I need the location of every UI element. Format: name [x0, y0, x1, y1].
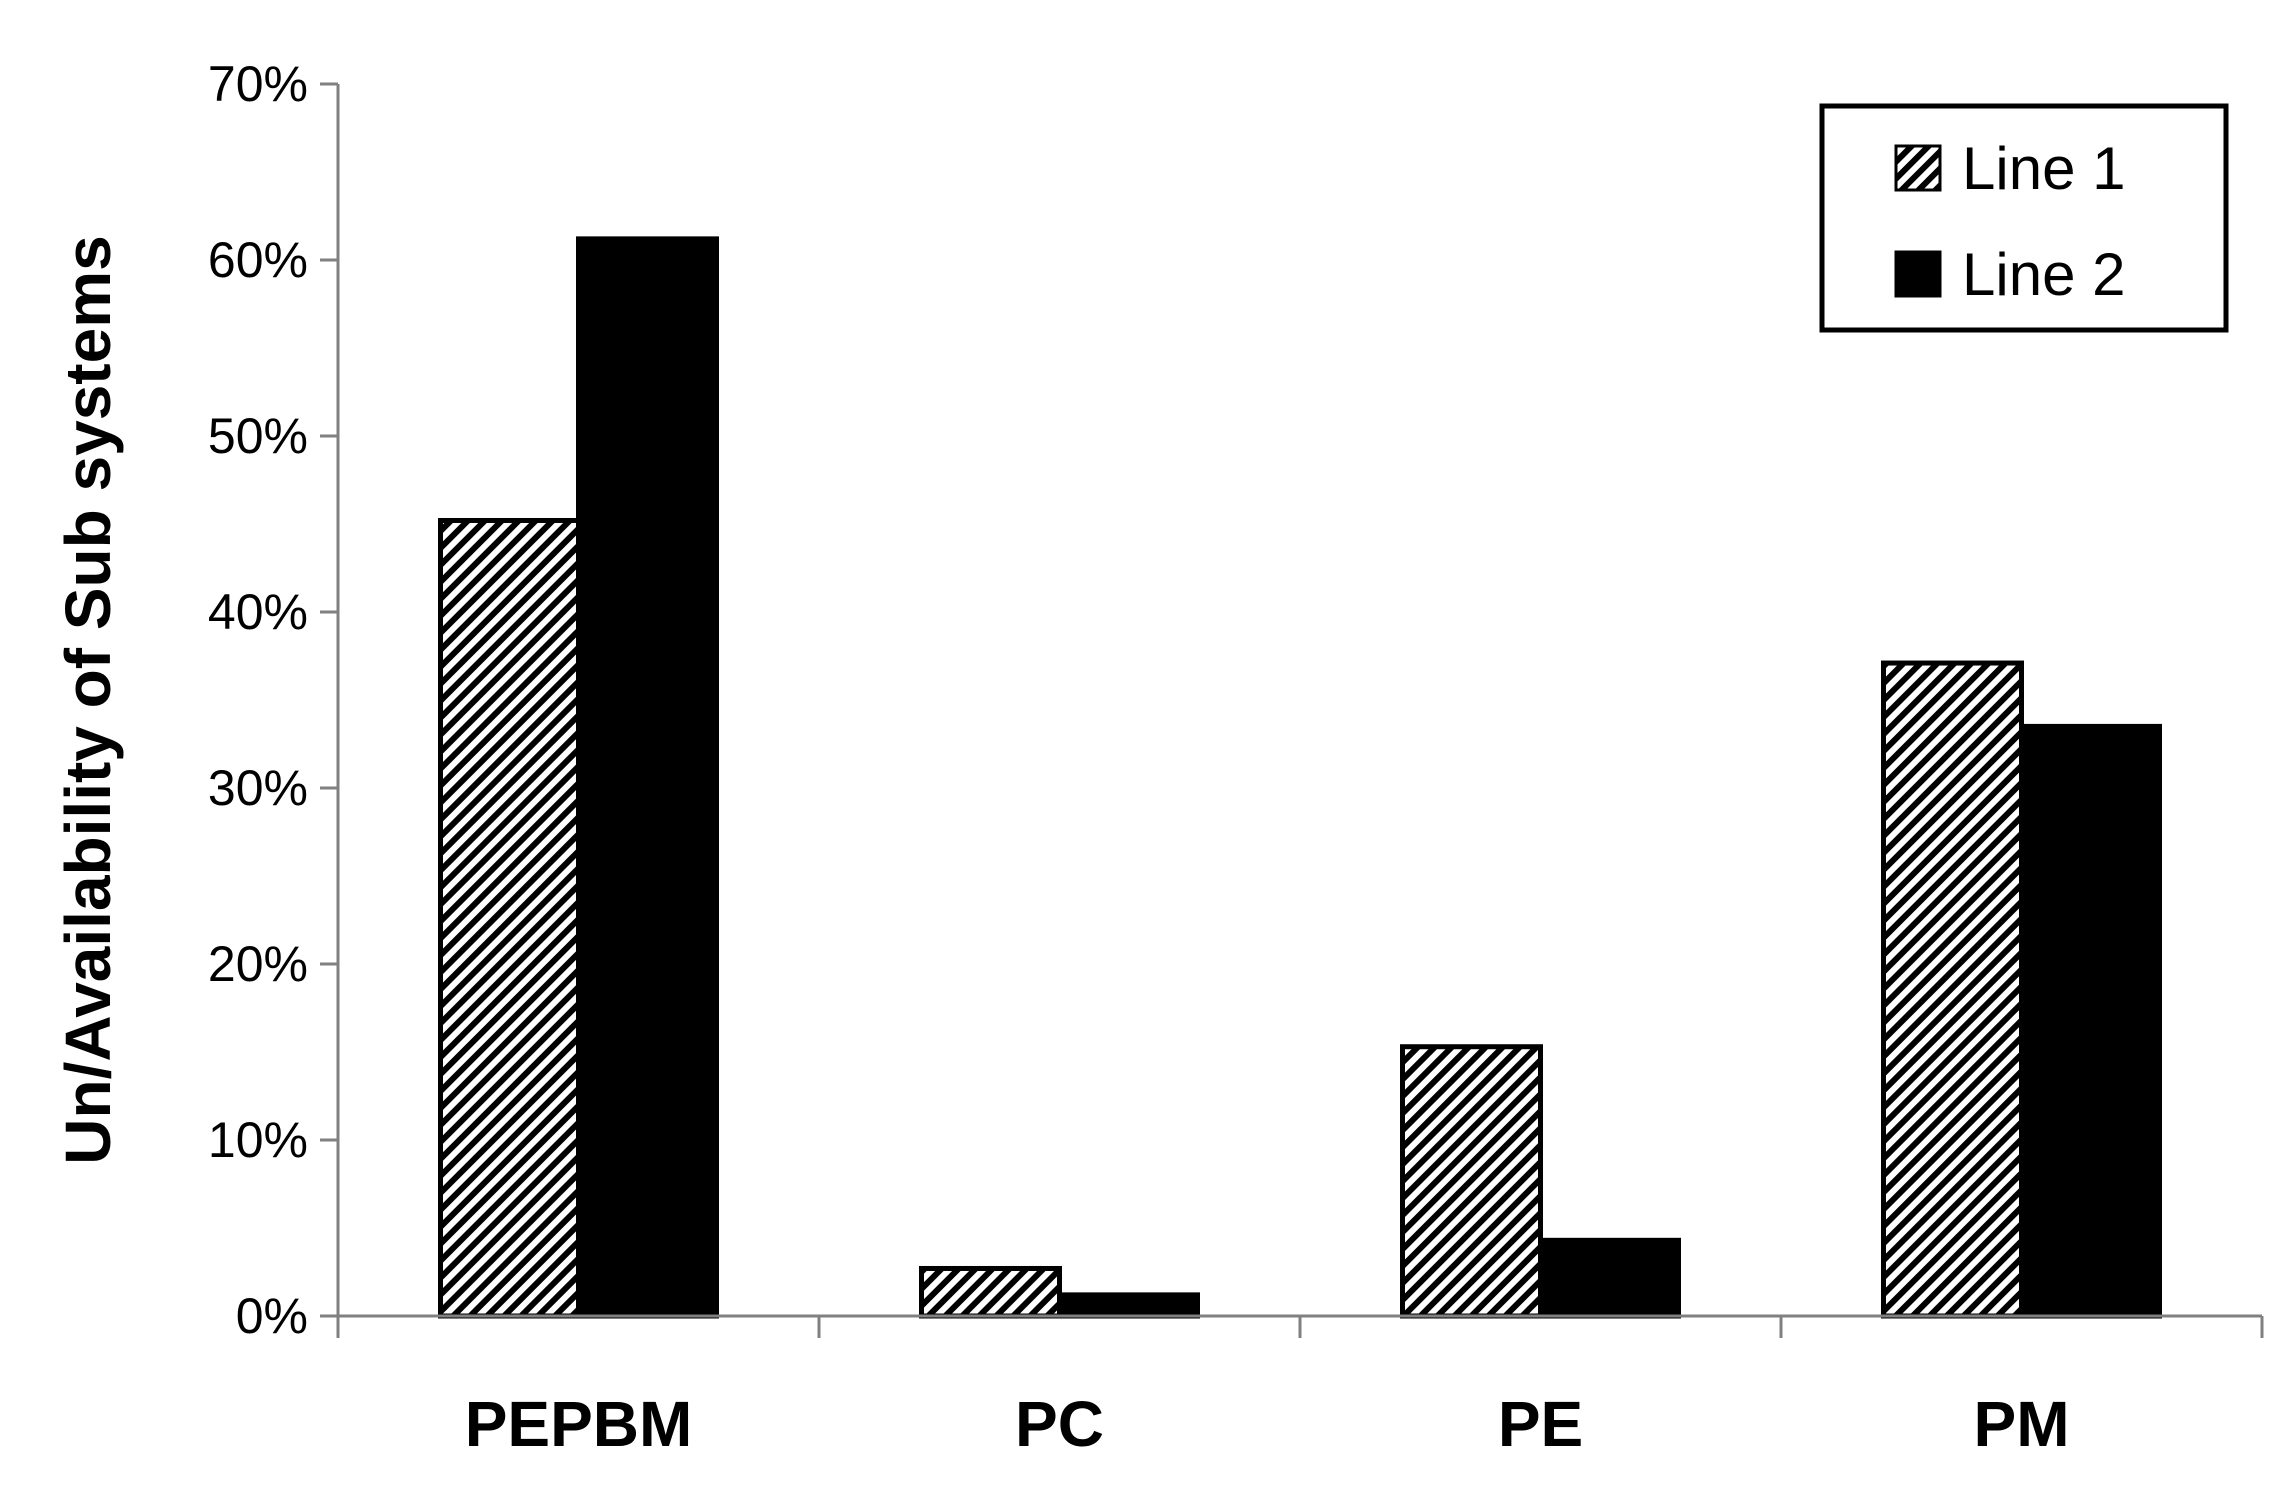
- x-category-label: PM: [1974, 1388, 2070, 1460]
- legend-label-line-2: Line 2: [1962, 241, 2125, 308]
- bar-line-1-pe: [1400, 1044, 1543, 1319]
- bar-line-2-pepbm: [576, 236, 719, 1319]
- y-axis-title: Un/Availability of Sub systems: [52, 235, 124, 1164]
- y-axis-title-group: Un/Availability of Sub systems: [52, 235, 124, 1164]
- y-tick-label: 60%: [208, 232, 308, 288]
- y-tick-label: 10%: [208, 1112, 308, 1168]
- legend-box: [1819, 103, 2229, 333]
- y-tick-label: 70%: [208, 56, 308, 112]
- bars: [438, 236, 2162, 1319]
- legend-label-line-1: Line 1: [1962, 135, 2125, 202]
- legend-swatch-line-1: [1894, 144, 1942, 192]
- bar-line-2-pc: [1057, 1292, 1200, 1319]
- y-tick-label: 0%: [236, 1288, 308, 1344]
- bar-line-1-pc: [919, 1265, 1062, 1319]
- bar-line-2-pe: [1538, 1237, 1681, 1319]
- bar-line-1-pepbm: [438, 517, 581, 1319]
- x-axis-ticks: PEPBM PC PE PM: [336, 1316, 2264, 1460]
- bar-line-1-pm: [1881, 660, 2024, 1319]
- y-tick-label: 40%: [208, 584, 308, 640]
- x-category-label: PE: [1498, 1388, 1583, 1460]
- x-category-label: PC: [1015, 1388, 1104, 1460]
- legend: Line 1 Line 2: [1819, 103, 2229, 333]
- bar-line-2-pm: [2019, 723, 2162, 1319]
- y-tick-label: 20%: [208, 936, 308, 992]
- y-tick-label: 50%: [208, 408, 308, 464]
- y-axis-ticks: 0% 10% 20% 30% 40% 50% 60% 70%: [208, 56, 338, 1344]
- y-tick-label: 30%: [208, 760, 308, 816]
- legend-swatch-line-2: [1894, 250, 1942, 298]
- x-category-label: PEPBM: [465, 1388, 693, 1460]
